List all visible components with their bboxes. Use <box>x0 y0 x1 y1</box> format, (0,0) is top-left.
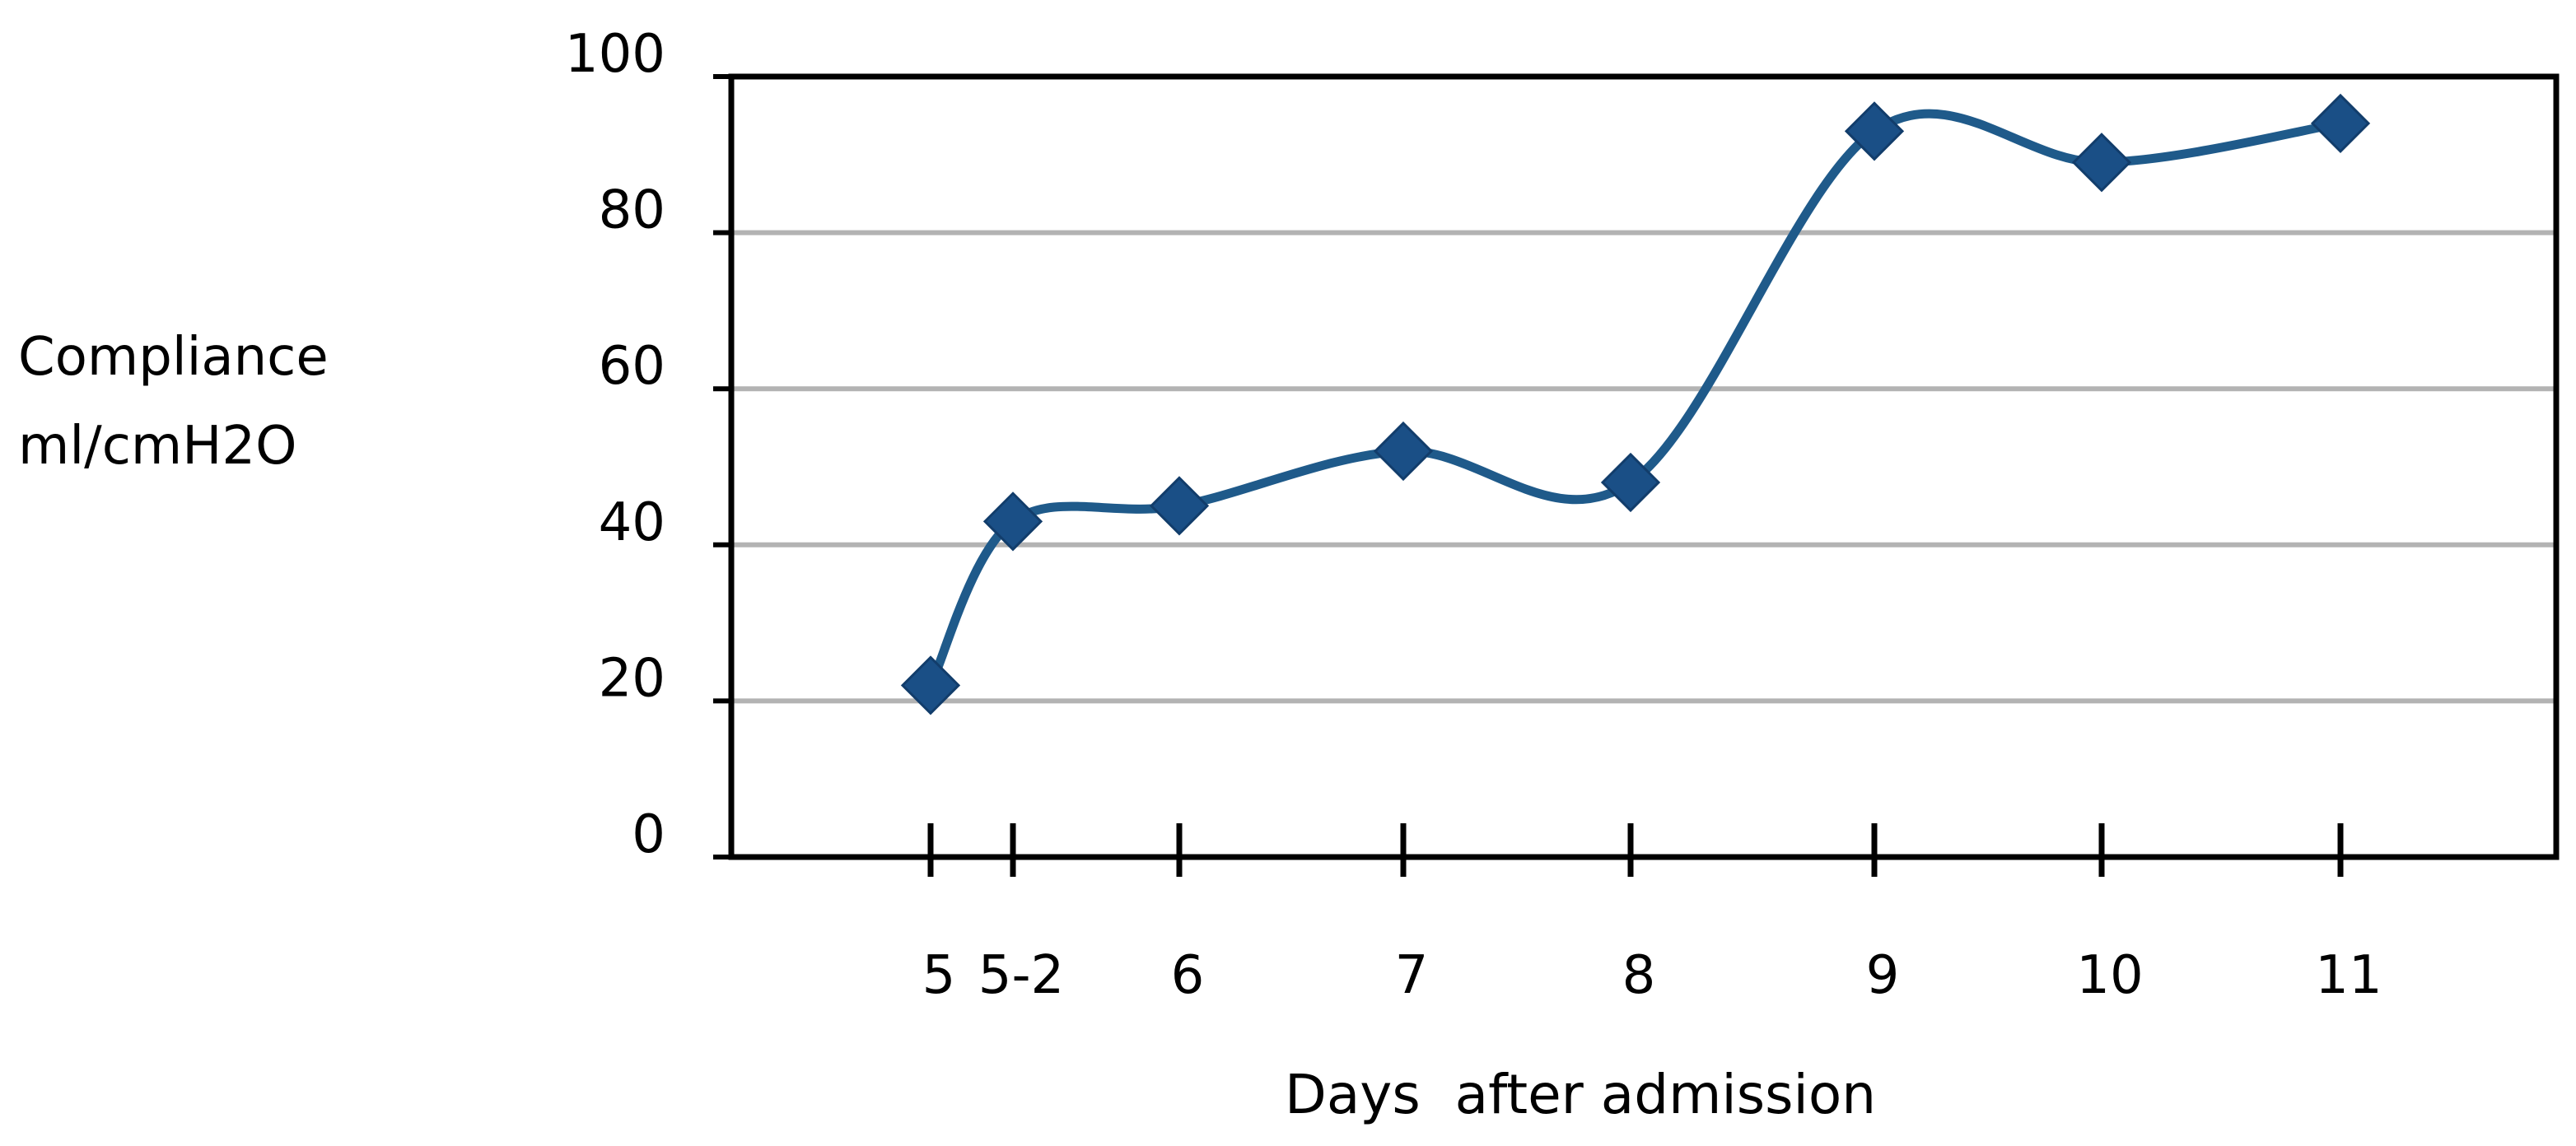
data-point-11 <box>2310 93 2371 154</box>
data-point-5 <box>900 655 961 715</box>
y-axis-title-line: ml/cmH2O <box>18 416 296 477</box>
y-tick-label: 20 <box>599 648 665 709</box>
data-point-5-2 <box>982 491 1043 552</box>
x-axis-title: Days after admission <box>1285 1063 1876 1126</box>
series-line <box>926 109 2345 690</box>
data-point-10 <box>2071 133 2132 193</box>
data-point-7 <box>1373 421 1434 482</box>
plot-frame <box>728 73 2560 860</box>
y-tick-label: 60 <box>599 336 665 397</box>
x-tick-label: 5 <box>922 945 956 1006</box>
x-tick-label: 10 <box>2076 945 2143 1006</box>
y-tick-label: 80 <box>599 180 665 241</box>
y-tick-label: 40 <box>599 492 665 553</box>
y-axis-title-line: Compliance <box>18 327 329 388</box>
x-tick-label: 6 <box>1171 945 1205 1006</box>
data-point-8 <box>1600 452 1661 513</box>
data-point-9 <box>1844 101 1905 161</box>
gridlines <box>731 230 2556 704</box>
series <box>900 93 2371 715</box>
x-tick-label: 9 <box>1866 945 1900 1006</box>
x-tick-label: 11 <box>2315 945 2382 1006</box>
y-tick-label: 100 <box>565 24 665 85</box>
x-tick-label: 7 <box>1395 945 1429 1006</box>
x-tick-label: 5-2 <box>978 945 1065 1006</box>
axes <box>713 73 2560 877</box>
x-tick-label: 8 <box>1622 945 1656 1006</box>
labels: 0 20 40 60 80 100 5 5-2 6 7 8 9 10 11 Compliance ml/cmH… <box>18 24 2382 1126</box>
data-point-6 <box>1149 476 1210 536</box>
y-tick-label: 0 <box>632 804 665 865</box>
